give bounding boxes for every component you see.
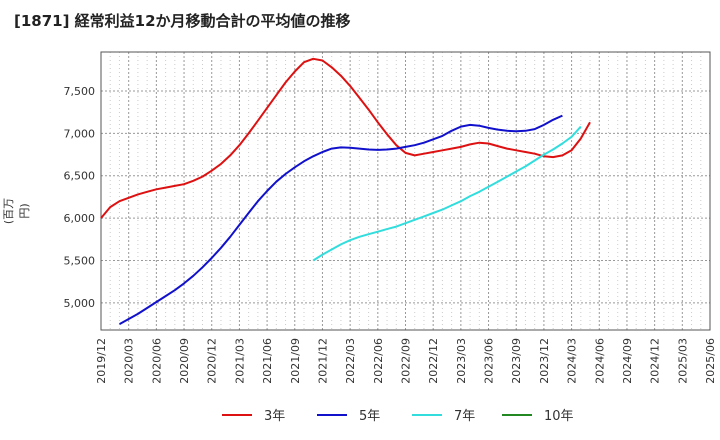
y-tick-label: 6,000 bbox=[64, 212, 96, 225]
y-tick-label: 7,000 bbox=[64, 127, 96, 140]
legend-label: 10年 bbox=[544, 409, 574, 424]
x-axis: 2019/12 2020/03 2020/06 2020/09 2020/12 2021/… bbox=[95, 338, 717, 384]
x-tick-label: 2022/06 bbox=[372, 338, 385, 384]
x-tick-label: 2024/09 bbox=[621, 338, 634, 384]
x-tick-label: 2019/12 bbox=[95, 338, 108, 384]
x-tick-label: 2024/12 bbox=[649, 338, 662, 384]
x-tick-label: 2021/12 bbox=[316, 338, 329, 384]
legend-label: 7年 bbox=[454, 409, 475, 424]
legend-label: 3年 bbox=[264, 409, 285, 424]
x-tick-label: 2020/09 bbox=[178, 338, 191, 384]
y-tick-label: 5,000 bbox=[64, 297, 96, 310]
y-tick-label: 6,500 bbox=[64, 170, 96, 183]
series-lines bbox=[100, 57, 591, 325]
x-tick-label: 2023/09 bbox=[510, 338, 523, 384]
y-axis: 5,000 5,500 6,000 6,500 7,000 7,500 bbox=[64, 85, 96, 310]
x-tick-label: 2023/12 bbox=[538, 338, 551, 384]
x-tick-label: 2024/03 bbox=[566, 338, 579, 384]
x-tick-label: 2025/03 bbox=[676, 338, 689, 384]
legend-label: 5年 bbox=[359, 409, 380, 424]
y-tick-label: 5,500 bbox=[64, 255, 96, 268]
x-tick-label: 2020/06 bbox=[150, 338, 163, 384]
x-tick-label: 2023/03 bbox=[455, 338, 468, 384]
x-tick-label: 2022/03 bbox=[344, 338, 357, 384]
y-tick-label: 7,500 bbox=[64, 85, 96, 98]
x-tick-label: 2020/12 bbox=[206, 338, 219, 384]
x-tick-label: 2021/03 bbox=[233, 338, 246, 384]
x-tick-label: 2022/12 bbox=[427, 338, 440, 384]
chart-title: [1871] 経常利益12か月移動合計の平均値の推移 bbox=[14, 12, 351, 30]
x-tick-label: 2025/06 bbox=[704, 338, 717, 384]
x-tick-label: 2021/09 bbox=[289, 338, 302, 384]
x-tick-label: 2022/09 bbox=[400, 338, 413, 384]
x-tick-label: 2024/06 bbox=[593, 338, 606, 384]
x-tick-label: 2021/06 bbox=[261, 338, 274, 384]
plot-area bbox=[100, 51, 711, 331]
x-tick-label: 2020/03 bbox=[123, 338, 136, 384]
series-line-5年 bbox=[119, 114, 563, 325]
x-tick-label: 2023/06 bbox=[483, 338, 496, 384]
series-line-3年 bbox=[100, 57, 591, 219]
series-line-7年 bbox=[312, 125, 582, 262]
grid-lines bbox=[100, 52, 711, 330]
legend: 3年 5年 7年 10年 bbox=[222, 409, 574, 424]
